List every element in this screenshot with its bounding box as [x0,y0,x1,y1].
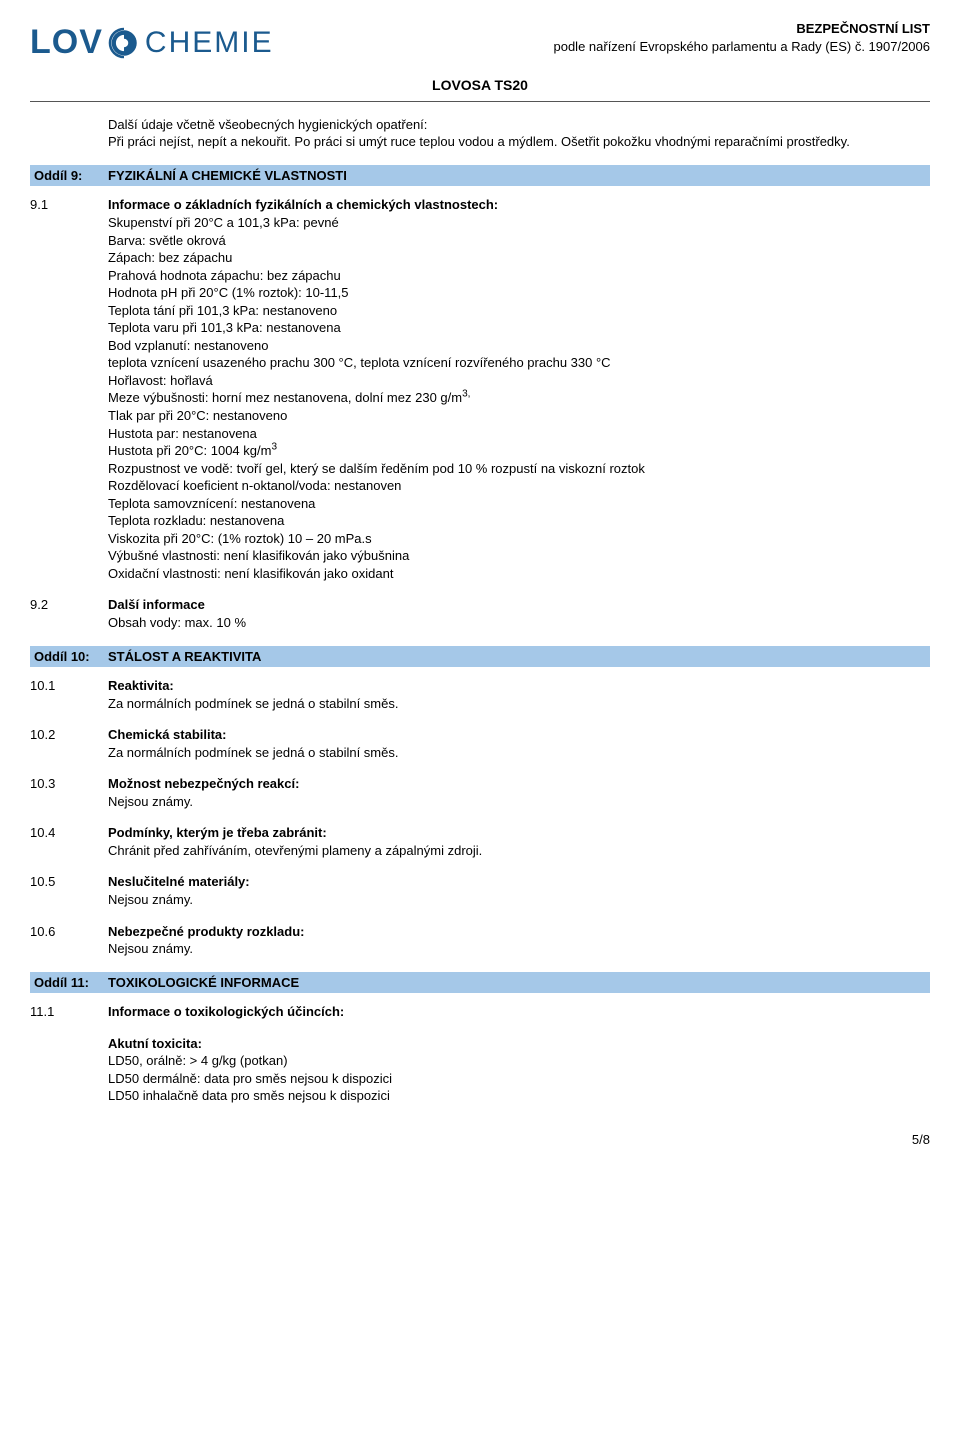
s9-1-line: Teplota tání při 101,3 kPa: nestanoveno [108,302,930,320]
intro-line-1: Další údaje včetně všeobecných hygienick… [108,116,930,134]
lead-10-3: Možnost nebezpečných reakcí: [108,775,930,793]
txt-10-2: Chemická stabilita: Za normálních podmín… [108,726,930,761]
section-11-bar: Oddíl 11: TOXIKOLOGICKÉ INFORMACE [30,972,930,994]
num-10-6: 10.6 [30,923,108,958]
s9-1-hust-a: Hustota při 20°C: 1004 kg/m [108,443,271,458]
header-title-2: podle nařízení Evropského parlamentu a R… [553,38,930,56]
lead-10-2: Chemická stabilita: [108,726,930,744]
line-11-1-c: LD50 inhalačně data pro směs nejsou k di… [108,1087,930,1105]
txt-10-4: Podmínky, kterým je třeba zabránit: Chrá… [108,824,930,859]
s9-1-line-meze: Meze výbušnosti: horní mez nestanovena, … [108,389,930,407]
line-10-2: Za normálních podmínek se jedná o stabil… [108,744,930,762]
row-10-6: 10.6 Nebezpečné produkty rozkladu: Nejso… [30,923,930,958]
intro-block: Další údaje včetně všeobecných hygienick… [108,116,930,151]
lead-10-6: Nebezpečné produkty rozkladu: [108,923,930,941]
section-11-num: Oddíl 11: [34,974,108,992]
divider [30,101,930,102]
lead-10-1: Reaktivita: [108,677,930,695]
txt-10-6: Nebezpečné produkty rozkladu: Nejsou zná… [108,923,930,958]
line-10-4: Chránit před zahříváním, otevřenými plam… [108,842,930,860]
line-10-1: Za normálních podmínek se jedná o stabil… [108,695,930,713]
row-9-2: 9.2 Další informace Obsah vody: max. 10 … [30,596,930,631]
s9-1-line: Viskozita při 20°C: (1% roztok) 10 – 20 … [108,530,930,548]
line-11-1-b: LD50 dermálně: data pro směs nejsou k di… [108,1070,930,1088]
line-11-1-a: LD50, orálně: > 4 g/kg (potkan) [108,1052,930,1070]
section-10-title: STÁLOST A REAKTIVITA [108,648,261,666]
num-11-1-blank [30,1035,108,1105]
section-11-title: TOXIKOLOGICKÉ INFORMACE [108,974,299,992]
page-footer: 5/8 [30,1131,930,1149]
num-10-5: 10.5 [30,873,108,908]
row-10-1: 10.1 Reaktivita: Za normálních podmínek … [30,677,930,712]
num-10-3: 10.3 [30,775,108,810]
row-10-4: 10.4 Podmínky, kterým je třeba zabránit:… [30,824,930,859]
s9-1-line: Oxidační vlastnosti: není klasifikován j… [108,565,930,583]
txt-11-1-body: Akutní toxicita: LD50, orálně: > 4 g/kg … [108,1035,930,1105]
s9-1-line: Hořlavost: hořlavá [108,372,930,390]
s9-1-line: Hodnota pH při 20°C (1% roztok): 10-11,5 [108,284,930,302]
num-10-2: 10.2 [30,726,108,761]
line-10-5: Nejsou známy. [108,891,930,909]
sublead-11-1: Akutní toxicita: [108,1035,930,1053]
section-10-num: Oddíl 10: [34,648,108,666]
s9-1-line: Barva: světle okrová [108,232,930,250]
row-9-1: 9.1 Informace o základních fyzikálních a… [30,196,930,582]
header-title-1: BEZPEČNOSTNÍ LIST [553,20,930,38]
lead-9-2: Další informace [108,596,930,614]
s9-1-line: Skupenství při 20°C a 101,3 kPa: pevné [108,214,930,232]
num-9-1: 9.1 [30,196,108,582]
txt-10-1: Reaktivita: Za normálních podmínek se je… [108,677,930,712]
s9-1-line: Hustota par: nestanovena [108,425,930,443]
s9-1-line: Prahová hodnota zápachu: bez zápachu [108,267,930,285]
section-10-bar: Oddíl 10: STÁLOST A REAKTIVITA [30,646,930,668]
txt-11-1-lead: Informace o toxikologických účincích: [108,1003,930,1021]
line-10-6: Nejsou známy. [108,940,930,958]
num-10-1: 10.1 [30,677,108,712]
logo: LOV CHEMIE [30,20,274,66]
page-header: LOV CHEMIE BEZPEČNOSTNÍ LIST podle naříz… [30,20,930,66]
s9-1-line: Teplota samovznícení: nestanovena [108,495,930,513]
row-10-5: 10.5 Neslučitelné materiály: Nejsou znám… [30,873,930,908]
s9-1-hust-sup: 3 [271,442,277,453]
logo-ring-icon [107,26,141,60]
num-11-1: 11.1 [30,1003,108,1021]
lead-11-1: Informace o toxikologických účincích: [108,1003,930,1021]
s9-1-line: Výbušné vlastnosti: není klasifikován ja… [108,547,930,565]
s9-1-line: Tlak par při 20°C: nestanoveno [108,407,930,425]
s9-1-line: Rozpustnost ve vodě: tvoří gel, který se… [108,460,930,478]
logo-text-lov: LOV [30,20,103,66]
txt-10-3: Možnost nebezpečných reakcí: Nejsou znám… [108,775,930,810]
s9-1-line: Rozdělovací koeficient n-oktanol/voda: n… [108,477,930,495]
row-10-3: 10.3 Možnost nebezpečných reakcí: Nejsou… [30,775,930,810]
num-10-4: 10.4 [30,824,108,859]
row-11-1-body: Akutní toxicita: LD50, orálně: > 4 g/kg … [30,1035,930,1105]
txt-9-1: Informace o základních fyzikálních a che… [108,196,930,582]
section-9-bar: Oddíl 9: FYZIKÁLNÍ A CHEMICKÉ VLASTNOSTI [30,165,930,187]
s9-1-line: Teplota rozkladu: nestanovena [108,512,930,530]
num-9-2: 9.2 [30,596,108,631]
lead-10-4: Podmínky, kterým je třeba zabránit: [108,824,930,842]
lead-10-5: Neslučitelné materiály: [108,873,930,891]
s9-1-meze-sup: 3, [462,389,470,400]
txt-9-2: Další informace Obsah vody: max. 10 % [108,596,930,631]
row-10-2: 10.2 Chemická stabilita: Za normálních p… [30,726,930,761]
lead-9-1: Informace o základních fyzikálních a che… [108,196,930,214]
row-11-1-lead: 11.1 Informace o toxikologických účincíc… [30,1003,930,1021]
doc-title: LOVOSA TS20 [30,76,930,95]
s9-1-line: teplota vznícení usazeného prachu 300 °C… [108,354,930,372]
s9-1-line-hust: Hustota při 20°C: 1004 kg/m3 [108,442,930,460]
line-10-3: Nejsou známy. [108,793,930,811]
s9-1-meze-a: Meze výbušnosti: horní mez nestanovena, … [108,390,462,405]
header-right: BEZPEČNOSTNÍ LIST podle nařízení Evropsk… [553,20,930,55]
section-9-title: FYZIKÁLNÍ A CHEMICKÉ VLASTNOSTI [108,167,347,185]
s9-2-line: Obsah vody: max. 10 % [108,614,930,632]
intro-line-2: Při práci nejíst, nepít a nekouřit. Po p… [108,133,930,151]
txt-10-5: Neslučitelné materiály: Nejsou známy. [108,873,930,908]
s9-1-line: Bod vzplanutí: nestanoveno [108,337,930,355]
logo-text-chemie: CHEMIE [145,23,274,64]
s9-1-line: Teplota varu při 101,3 kPa: nestanovena [108,319,930,337]
s9-1-line: Zápach: bez zápachu [108,249,930,267]
section-9-num: Oddíl 9: [34,167,108,185]
